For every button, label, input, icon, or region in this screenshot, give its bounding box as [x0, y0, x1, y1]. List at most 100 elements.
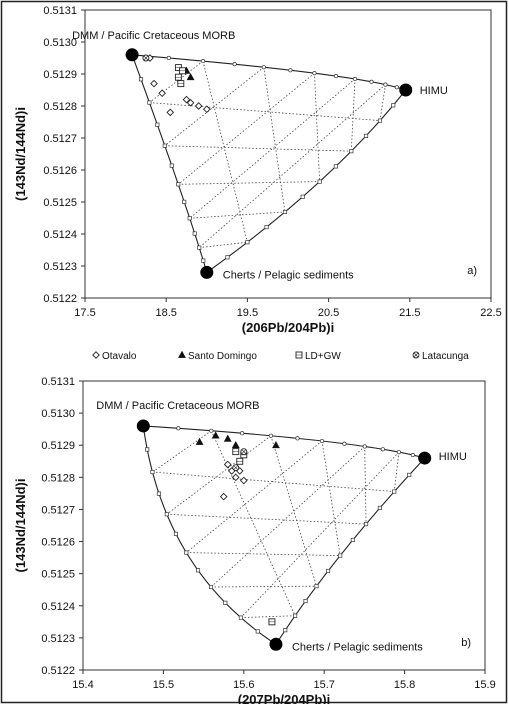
x-tick-label: 21.5	[399, 307, 420, 319]
y-tick-label: 0.5123	[41, 633, 75, 645]
x-tick-label: 20.5	[318, 307, 339, 319]
mixing-tick-mark	[383, 82, 388, 87]
mixing-grid-line	[379, 84, 386, 121]
mixing-tick-mark	[377, 505, 382, 510]
mixing-tick-mark	[394, 85, 399, 90]
mixing-tick-mark	[223, 600, 228, 605]
mixing-grid-line	[177, 72, 315, 185]
legend-label: Latacunga	[422, 351, 469, 362]
end-member-label: HIMU	[439, 451, 467, 463]
x-axis-title: (206Pb/204Pb)i	[242, 320, 335, 335]
data-point-ld-gw	[268, 618, 276, 626]
mixing-tick-mark	[333, 164, 338, 169]
mixing-tick-mark	[138, 77, 144, 82]
y-tick-label: 0.5126	[41, 537, 75, 549]
mixing-tick-mark	[288, 68, 293, 73]
data-point-otavalo	[239, 476, 248, 485]
legend-marker	[295, 351, 303, 359]
mixing-tick-mark	[391, 103, 396, 108]
y-tick-label: 0.5129	[41, 440, 75, 452]
y-tick-label: 0.5130	[43, 37, 77, 49]
legend-marker	[92, 351, 100, 359]
y-tick-label: 0.5128	[43, 101, 77, 113]
data-point-santo-domingo	[231, 440, 240, 449]
end-member-label: DMM / Pacific Cretaceous MORB	[96, 400, 259, 412]
mixing-grid-line	[186, 440, 323, 553]
y-tick-label: 0.5122	[41, 665, 75, 677]
end-member-label: Cherts / Pelagic sediments	[223, 269, 354, 281]
x-axis-title: (207Pb/204Pb)i	[238, 692, 331, 704]
mixing-tick-mark	[166, 55, 171, 61]
y-tick-label: 0.5129	[43, 69, 77, 81]
end-member-point	[136, 419, 150, 433]
mixing-grid-line	[166, 435, 272, 515]
legend-label: Santo Domingo	[188, 351, 257, 362]
y-axis-title: (143Nd/144Nd)i	[13, 479, 28, 573]
mixing-tick-mark	[209, 428, 214, 433]
plot-area	[84, 9, 492, 299]
mixing-grid-line	[202, 61, 248, 243]
mixing-grid-line	[152, 430, 212, 473]
y-axis-title: (143Nd/144Nd)i	[13, 107, 28, 201]
data-point-latacunga-cross2	[233, 465, 238, 470]
mixing-tick-mark	[314, 584, 319, 589]
data-point-santo-domingo	[223, 434, 232, 442]
legend-marker	[412, 351, 420, 359]
mixing-tick-mark	[392, 489, 397, 494]
mixing-tick-mark	[369, 79, 374, 84]
mixing-tick-mark	[396, 450, 401, 455]
mixing-tick-mark	[164, 512, 169, 517]
mixing-tick-mark	[208, 584, 214, 590]
mixing-tick-mark	[295, 436, 300, 441]
data-point-latacunga	[240, 448, 248, 456]
mixing-tick-mark	[261, 65, 266, 70]
x-tick-label: 15.5	[153, 679, 174, 691]
data-point-otavalo	[219, 492, 228, 501]
y-tick-label: 0.5125	[41, 569, 75, 581]
mixing-tick-mark	[342, 441, 347, 446]
mixing-grid-line	[270, 435, 317, 587]
legend-label: LD+GW	[305, 351, 341, 362]
y-tick-label: 0.5128	[41, 472, 75, 484]
mixing-grid-line	[199, 241, 248, 249]
x-tick-label: 15.8	[394, 679, 415, 691]
panel-label: b)	[461, 637, 471, 649]
mixing-tick-mark	[362, 444, 367, 449]
mixing-grid-line	[178, 181, 320, 185]
x-tick-label: 17.5	[74, 307, 95, 319]
y-tick-label: 0.5131	[43, 5, 77, 17]
data-point-santo-domingo	[195, 437, 204, 445]
mixing-tick-mark	[255, 629, 260, 634]
data-point-otavalo	[231, 473, 240, 482]
mixing-tick-mark	[195, 568, 201, 573]
y-tick-label: 0.5127	[43, 133, 77, 145]
mixing-tick-mark	[300, 194, 305, 199]
data-point-santo-domingo	[272, 440, 280, 449]
mixing-tick-mark	[303, 599, 308, 604]
mixing-tick-mark	[192, 231, 197, 236]
data-point-latacunga-cross2	[143, 55, 149, 61]
mixing-tick-mark	[317, 179, 322, 184]
mixing-tick-mark	[293, 613, 298, 618]
mixing-tick-mark	[225, 255, 230, 260]
mixing-tick-mark	[352, 76, 358, 82]
legend-marker-cross2	[413, 352, 419, 358]
x-tick-label: 15.6	[233, 679, 254, 691]
mixing-tick-mark	[326, 568, 331, 574]
data-point-ld-gw	[174, 73, 182, 81]
mixing-grid-line	[210, 430, 296, 616]
data-point-ld-gw	[177, 80, 185, 88]
data-point-otavalo	[194, 102, 203, 110]
x-tick-label: 15.9	[474, 679, 495, 691]
mixing-grid-line	[149, 60, 204, 103]
data-point-ld-gw	[236, 457, 244, 465]
mixing-tick-mark	[187, 216, 192, 221]
y-tick-label: 0.5125	[43, 197, 77, 209]
mixing-grid-line	[164, 145, 352, 152]
y-tick-label: 0.5123	[43, 261, 77, 273]
mixing-tick-mark	[176, 426, 181, 431]
data-point-latacunga	[232, 464, 240, 472]
mixing-grid-line	[364, 446, 367, 525]
y-tick-label: 0.5122	[43, 293, 77, 305]
data-point-otavalo	[166, 108, 175, 117]
